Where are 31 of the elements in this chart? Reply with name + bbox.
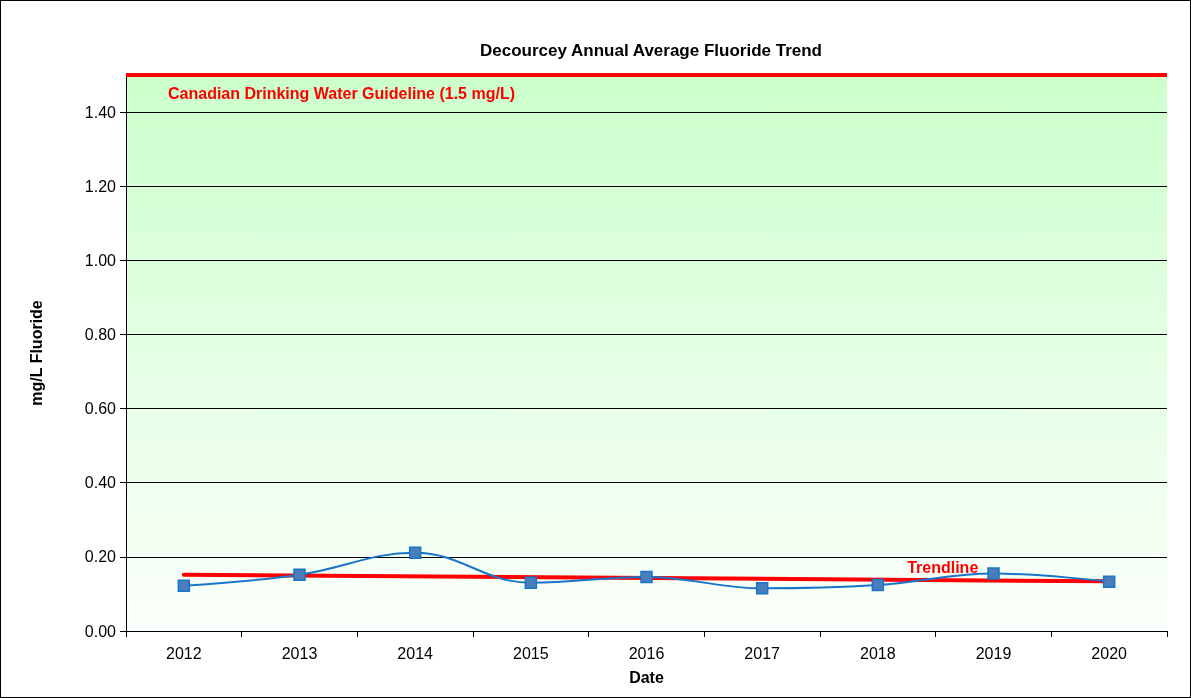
x-axis-title: Date <box>629 668 664 686</box>
y-tick-label: 0.80 <box>84 325 117 343</box>
y-tick-label: 1.40 <box>84 103 117 121</box>
x-tick-label: 2015 <box>513 644 549 662</box>
x-tick-label: 2018 <box>860 644 896 662</box>
point <box>987 567 1000 580</box>
point <box>524 576 538 590</box>
y-tick-label: 1.20 <box>84 177 117 195</box>
y-axis-title: mg/L Fluoride <box>27 300 45 406</box>
y-tick-label: 1.00 <box>84 251 117 269</box>
series-label: Trendline <box>907 558 979 576</box>
ref-line-label: Canadian Drinking Water Guideline (1.5 mg/L) <box>168 84 516 102</box>
point <box>871 578 885 592</box>
chart-title: Decourcey Annual Average Fluoride Trend <box>480 41 822 60</box>
point <box>408 546 422 560</box>
point <box>293 568 306 581</box>
y-tick-label: 0.20 <box>84 548 117 566</box>
x-tick-label: 2012 <box>166 644 202 662</box>
x-tick-label: 2019 <box>975 644 1012 662</box>
x-tick-label: 2013 <box>281 644 318 662</box>
point <box>755 582 769 595</box>
point <box>177 579 191 593</box>
point <box>1102 575 1116 588</box>
y-tick-label: 0.60 <box>84 400 117 418</box>
y-tick-label: 0.40 <box>84 474 117 492</box>
x-tick-label: 2020 <box>1091 644 1128 662</box>
y-tick-label: 0.00 <box>84 622 117 640</box>
x-tick-label: 2017 <box>744 644 781 662</box>
x-tick-label: 2014 <box>397 644 434 662</box>
x-tick-label: 2016 <box>628 644 665 662</box>
point <box>640 570 653 584</box>
